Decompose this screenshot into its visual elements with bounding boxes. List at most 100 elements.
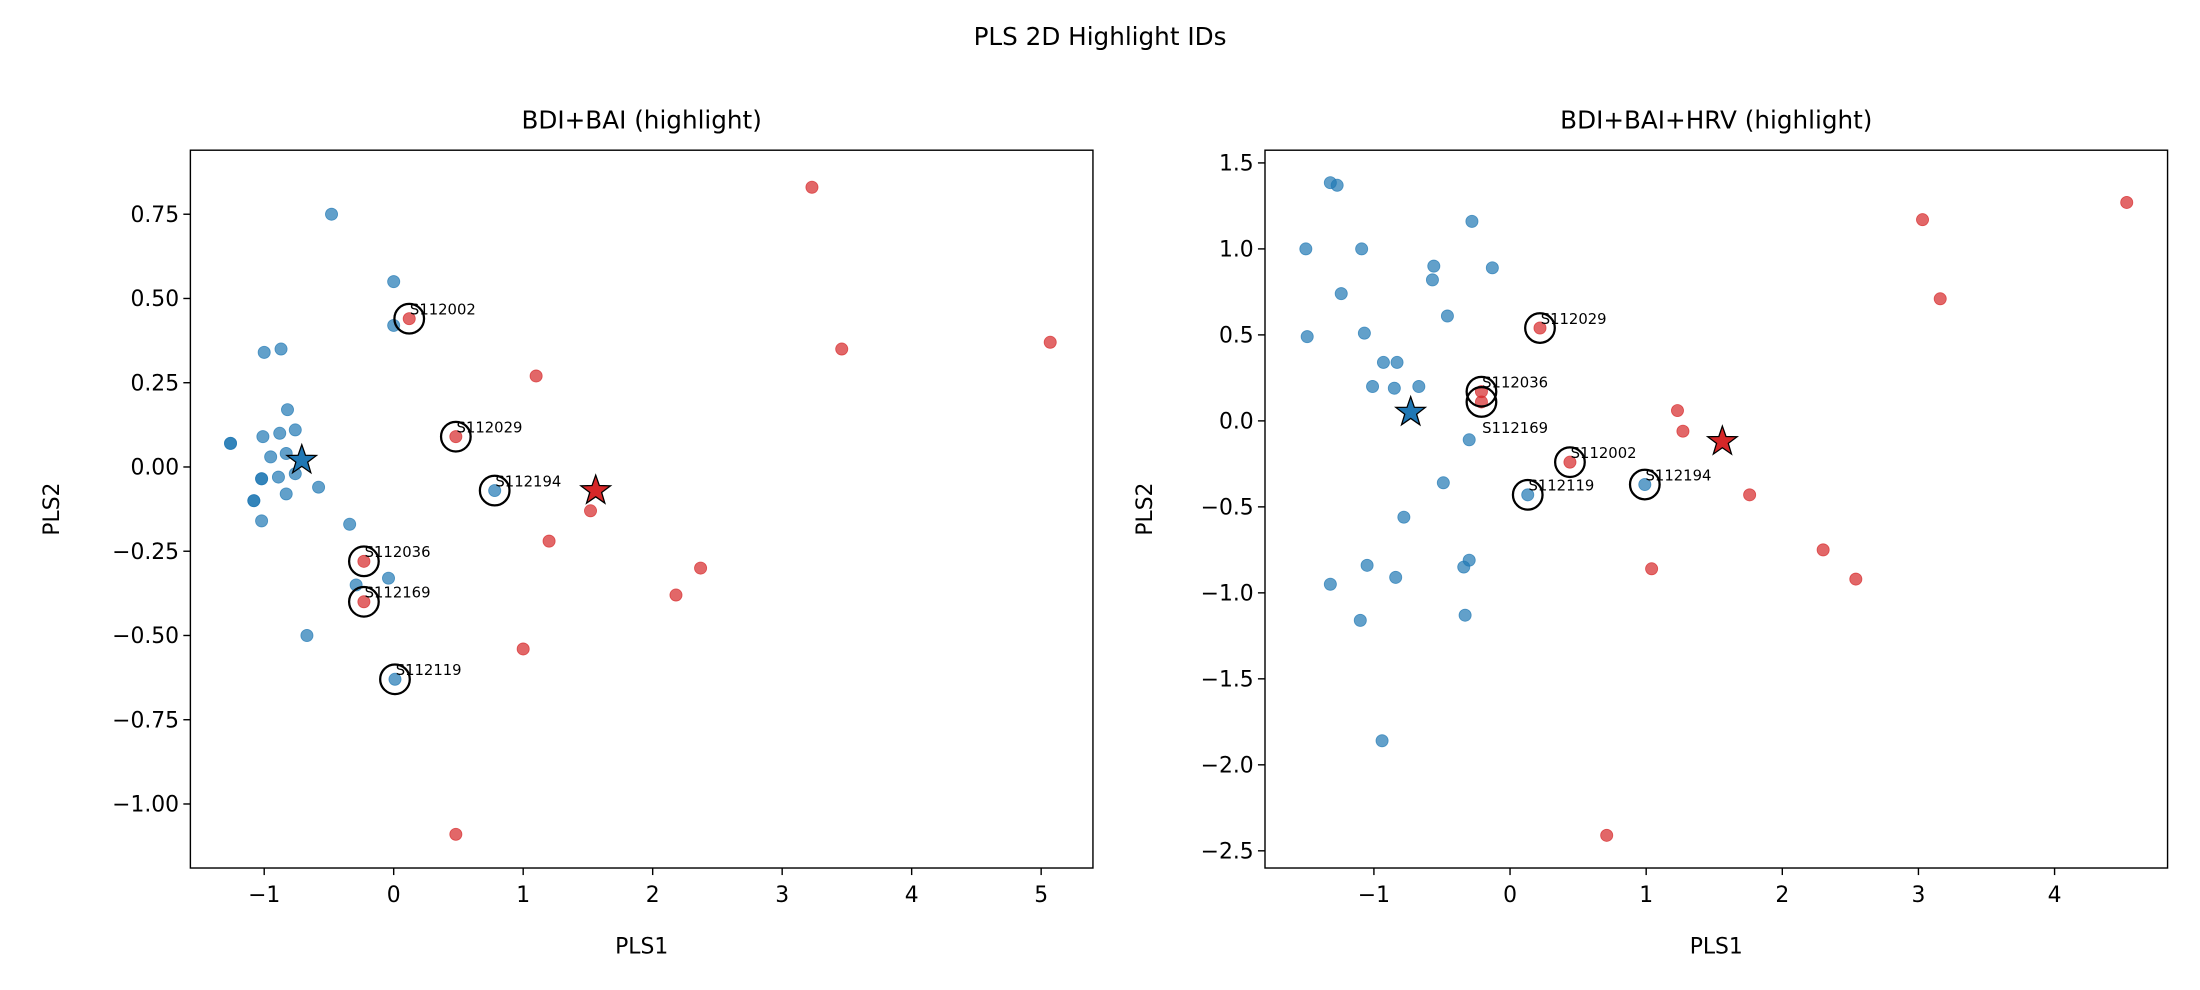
right-point-group-b — [1563, 455, 1577, 469]
right-point-group-b — [1645, 562, 1659, 576]
right-x-tick-label: −1 — [1358, 883, 1390, 908]
right-highlight-ring — [1628, 468, 1661, 501]
right-point-group-a — [1334, 287, 1348, 301]
left-y-tick-label: 0.50 — [130, 287, 179, 312]
right-point-group-a — [1387, 381, 1401, 395]
left-y-tick-label: 0.75 — [130, 203, 179, 228]
right-point-group-a — [1300, 330, 1314, 344]
left-point-group-a — [288, 423, 302, 437]
left-x-tick-label: 2 — [646, 883, 660, 908]
left-highlight-ring — [379, 663, 411, 696]
right-x-tick-label: 0 — [1503, 883, 1517, 908]
left-point-group-b — [694, 561, 708, 575]
left-point-group-a — [264, 450, 278, 464]
left-highlight-ring — [439, 420, 472, 453]
left-highlight-ring — [393, 302, 426, 335]
left-point-group-b — [529, 369, 543, 383]
left-point-group-a — [300, 628, 314, 642]
right-y-tick-label: −1.0 — [1201, 582, 1254, 607]
left-x-tick-label: 3 — [775, 883, 789, 908]
right-point-group-a — [1389, 570, 1403, 584]
left-y-tick-label: 0.00 — [130, 456, 179, 481]
left-highlight-label: S112194 — [495, 473, 561, 490]
left-highlight-label: S112036 — [365, 544, 431, 561]
right-highlight-ring — [1511, 478, 1544, 511]
right-x-tick-label: 1 — [1639, 883, 1653, 908]
left-point-group-a — [281, 403, 294, 417]
right-highlight-label: S112169 — [1482, 420, 1548, 437]
left-point-group-b — [357, 554, 371, 568]
right-point-group-a — [1457, 560, 1471, 574]
right-axes-frame — [1264, 149, 2169, 869]
left-point-group-a — [255, 514, 269, 528]
right-y-tick-label: −2.5 — [1201, 840, 1254, 865]
left-point-group-b — [402, 312, 416, 326]
left-centroid-star-group-a — [285, 442, 319, 475]
right-x-tick-label: 3 — [1911, 883, 1925, 908]
right-point-group-a — [1521, 488, 1535, 502]
left-point-group-b — [357, 595, 371, 609]
left-point-group-a — [256, 430, 270, 444]
left-point-group-b — [1043, 335, 1057, 349]
right-highlight-label: S112002 — [1571, 445, 1637, 462]
right-point-group-a — [1638, 478, 1652, 491]
right-point-group-a — [1357, 326, 1371, 340]
left-subplot: BDI+BAI (highlight) PLS1 PLS2 −1 0 1 2 3 4 5 0.… — [40, 105, 1094, 959]
left-highlight-label: S112029 — [457, 419, 523, 436]
left-point-group-b — [516, 642, 530, 656]
left-subplot-title: BDI+BAI (highlight) — [521, 105, 761, 134]
left-y-tick-label: 0.25 — [130, 371, 179, 396]
left-y-axis-label: PLS2 — [40, 483, 65, 536]
right-point-group-b — [1916, 213, 1930, 227]
right-point-group-b — [1533, 321, 1547, 335]
right-point-group-a — [1440, 309, 1454, 323]
right-x-tick-label: 2 — [1775, 883, 1789, 908]
right-point-group-b — [1676, 424, 1690, 438]
left-y-tick-label: −0.50 — [112, 624, 179, 649]
right-highlight-label: S112029 — [1541, 311, 1607, 328]
right-point-group-a — [1425, 273, 1439, 287]
right-point-group-a — [1323, 577, 1337, 591]
right-point-group-b — [1933, 292, 1947, 306]
left-centroid-star-group-b — [579, 473, 613, 505]
right-point-group-b — [1743, 488, 1757, 502]
right-point-group-a — [1299, 242, 1313, 256]
left-point-group-a — [274, 342, 288, 356]
right-y-tick-label: −1.5 — [1201, 668, 1254, 693]
right-highlight-label: S112036 — [1482, 374, 1548, 391]
left-point-group-a — [388, 672, 402, 686]
right-point-group-a — [1355, 242, 1369, 256]
right-y-tick-label: 1.0 — [1219, 238, 1254, 263]
right-highlight-ring — [1524, 312, 1556, 344]
right-y-tick-label: −2.0 — [1201, 754, 1254, 779]
left-point-group-b — [805, 180, 819, 194]
right-point-group-a — [1375, 734, 1389, 748]
left-point-group-a — [488, 484, 502, 498]
figure-title: PLS 2D Highlight IDs — [974, 22, 1227, 51]
left-y-tick-label: −0.75 — [112, 708, 179, 733]
left-x-tick-label: 1 — [516, 883, 530, 908]
left-point-group-a — [255, 472, 269, 486]
left-point-group-a — [224, 436, 238, 450]
left-x-tick-label: 5 — [1034, 883, 1048, 908]
right-x-tick-label: 4 — [2048, 883, 2062, 908]
right-subplot: BDI+BAI+HRV (highlight) PLS1 PLS2 −1 0 1 2 3… — [1133, 105, 2169, 959]
left-axes-frame — [189, 149, 1094, 869]
right-point-group-a — [1376, 355, 1390, 369]
left-highlight-label: S112169 — [365, 585, 431, 602]
left-point-group-b — [584, 504, 598, 518]
left-point-group-a — [247, 494, 261, 508]
left-point-group-b — [835, 342, 849, 356]
right-point-group-a — [1436, 476, 1450, 490]
right-point-group-a — [1353, 613, 1367, 627]
right-point-group-a — [1397, 510, 1411, 524]
left-x-axis-label: PLS1 — [615, 934, 668, 959]
right-highlight-ring — [1465, 375, 1498, 408]
left-y-tick-label: −0.25 — [112, 540, 179, 565]
right-point-group-b — [1849, 572, 1863, 586]
right-highlight-ring — [1465, 386, 1498, 418]
right-point-group-b — [1816, 543, 1830, 557]
right-point-group-b — [1474, 395, 1488, 409]
right-point-group-a — [1390, 355, 1404, 369]
